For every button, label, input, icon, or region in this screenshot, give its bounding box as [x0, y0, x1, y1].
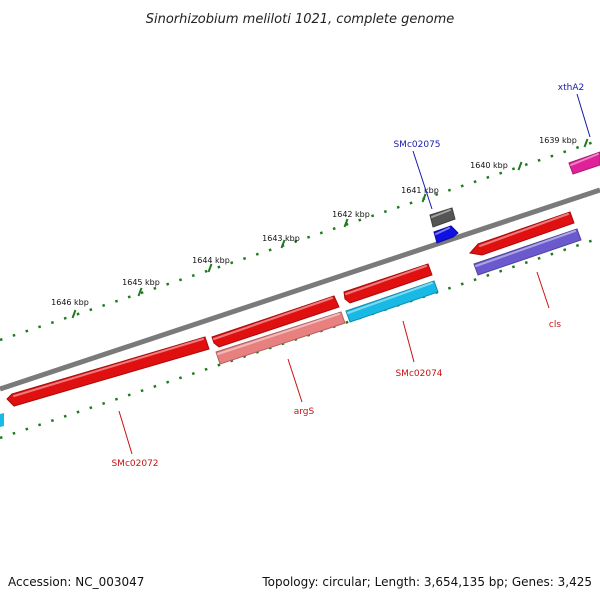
gene-arrow[interactable]	[433, 225, 459, 244]
tick-label: 1642 kbp	[332, 210, 370, 219]
tick-label: 1643 kbp	[262, 234, 300, 243]
gene-arrow-highlight	[347, 282, 433, 314]
tick-label: 1646 kbp	[51, 298, 89, 307]
major-tick	[207, 263, 213, 273]
major-ticks	[71, 138, 589, 319]
map-title: Sinorhizobium meliloti 1021, complete ge…	[146, 12, 455, 27]
gene-labels: xthA2 SMc02075 cls SMc02074 argS SMc02072	[111, 83, 591, 469]
genes-layer	[0, 151, 600, 427]
major-tick	[343, 218, 349, 228]
gene-label[interactable]: cls	[549, 320, 561, 330]
genome-backbone	[0, 187, 600, 392]
gene-label-leader	[402, 320, 415, 363]
tick-label: 1645 kbp	[122, 278, 160, 287]
gene-arrow-highlight	[475, 230, 576, 267]
gene-arrow-highlight	[435, 227, 450, 235]
gene-label-leader	[287, 358, 303, 403]
gene-arrow-highlight	[217, 313, 340, 355]
gene-arrow-highlight	[213, 297, 333, 340]
gene-arrow[interactable]	[211, 295, 340, 348]
gene-label[interactable]: SMc02074	[395, 369, 442, 379]
accession-text: Accession: NC_003047	[8, 575, 144, 589]
gene-label[interactable]: xthA2	[558, 83, 584, 93]
gene-arrow[interactable]	[429, 207, 456, 228]
gene-label-leader	[576, 93, 591, 138]
gene-arrow[interactable]	[215, 311, 346, 365]
gene-arrow[interactable]	[568, 151, 600, 175]
gene-arrow[interactable]	[473, 228, 582, 276]
gene-label-leader	[118, 410, 133, 455]
major-tick	[137, 287, 143, 297]
map-content: 1639 kbp 1640 kbp 1641 kbp 1642 kbp 1643 kbp…	[0, 83, 600, 469]
major-tick	[583, 138, 589, 148]
tick-labels: 1639 kbp 1640 kbp 1641 kbp 1642 kbp 1643 kbp…	[51, 136, 577, 307]
tick-label: 1644 kbp	[192, 256, 230, 265]
gene-label[interactable]: argS	[294, 407, 315, 417]
gene-label[interactable]: SMc02075	[393, 140, 440, 150]
major-tick	[71, 309, 77, 319]
gene-arrow-highlight	[345, 265, 427, 295]
gene-arrow-edge	[0, 413, 4, 427]
gene-arrow-highlight	[479, 213, 569, 247]
gene-arrow[interactable]	[345, 280, 439, 323]
major-tick	[517, 161, 523, 171]
tick-label: 1640 kbp	[470, 161, 508, 170]
gene-arrow-highlight	[570, 153, 599, 166]
gene-arrow[interactable]	[343, 263, 433, 304]
major-tick	[421, 193, 427, 203]
gene-label-leader	[536, 271, 550, 309]
tick-label: 1639 kbp	[539, 136, 577, 145]
gene-arrow-highlight	[13, 338, 204, 397]
gene-arrow[interactable]	[6, 336, 210, 407]
gene-arrow[interactable]	[469, 211, 575, 256]
gene-label[interactable]: SMc02072	[111, 459, 158, 469]
major-tick	[280, 239, 286, 249]
tick-label: 1641 kbp	[401, 186, 439, 195]
gene-label-leader	[412, 150, 433, 210]
topology-summary-text: Topology: circular; Length: 3,654,135 bp…	[261, 575, 592, 589]
gene-arrow-highlight	[431, 209, 451, 218]
